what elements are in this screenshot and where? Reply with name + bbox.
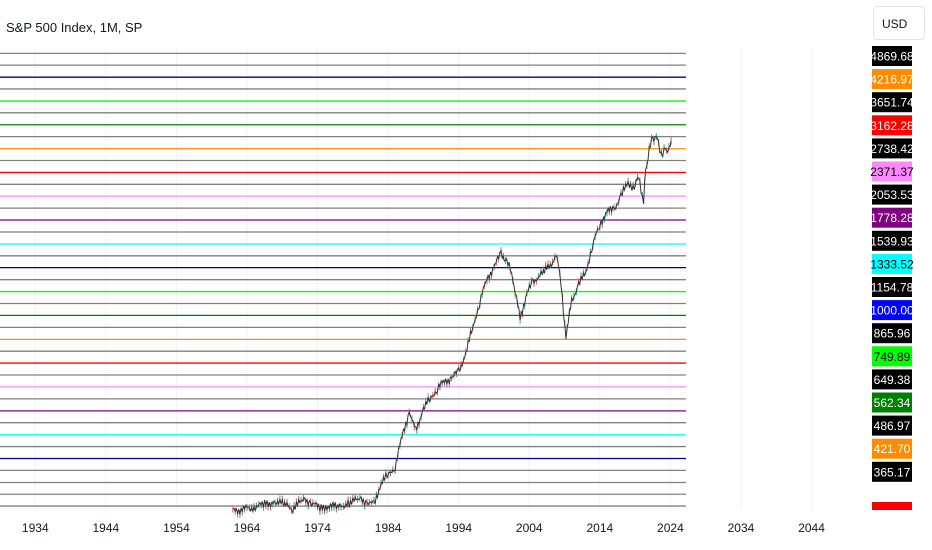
price-label-bg-12 xyxy=(872,323,912,344)
price-label-13: 749.89 xyxy=(874,350,911,364)
x-tick-1994: 1994 xyxy=(445,521,472,535)
x-tick-1984: 1984 xyxy=(375,521,402,535)
price-label-16: 486.97 xyxy=(874,419,911,433)
price-label-10: 1154.78 xyxy=(871,281,914,295)
price-label-bg-8 xyxy=(872,230,912,251)
x-tick-2034: 2034 xyxy=(728,521,755,535)
x-tick-1934: 1934 xyxy=(22,521,49,535)
price-label-17: 421.70 xyxy=(874,442,911,456)
price-label-11: 1000.00 xyxy=(870,304,914,318)
x-tick-1944: 1944 xyxy=(93,521,120,535)
price-label-1: 4216.97 xyxy=(870,73,914,87)
x-tick-2024: 2024 xyxy=(657,521,684,535)
price-label-bg-1 xyxy=(872,69,912,90)
price-scale: 4869.68 4216.97 3651.74 3162.28 2738.42 2371.… xyxy=(870,46,914,510)
price-label-bg-6 xyxy=(872,184,912,205)
vertical-gridlines xyxy=(34,48,813,510)
currency-selector-button[interactable]: USD xyxy=(873,6,925,40)
price-label-2: 3651.74 xyxy=(870,96,914,110)
price-label-3: 3162.28 xyxy=(870,119,914,133)
price-label-bg-4 xyxy=(872,138,912,159)
level-lines xyxy=(0,52,686,507)
price-label-bg-11 xyxy=(872,300,912,321)
price-label-bg-18 xyxy=(872,461,912,482)
price-label-9: 1333.52 xyxy=(870,257,914,271)
price-label-5: 2371.37 xyxy=(870,165,914,179)
price-label-bg-5 xyxy=(872,161,912,182)
price-label-bg-16 xyxy=(872,415,912,436)
price-label-bg-15 xyxy=(872,392,912,413)
price-label-bg-10 xyxy=(872,277,912,297)
price-label-bg-0 xyxy=(872,46,912,66)
price-label-bg-14 xyxy=(872,369,912,390)
price-label-partial xyxy=(872,502,912,510)
x-tick-2044: 2044 xyxy=(798,521,825,535)
x-tick-1974: 1974 xyxy=(304,521,331,535)
price-label-4: 2738.42 xyxy=(870,142,914,156)
price-label-bg-9 xyxy=(872,253,912,274)
price-label-bg-13 xyxy=(872,346,912,367)
price-label-bg-17 xyxy=(872,438,912,459)
price-label-bg-2 xyxy=(872,92,912,113)
time-axis: 1934 1944 1954 1964 1974 1984 1994 2004 2014 2024… xyxy=(22,521,825,535)
price-label-bg-7 xyxy=(872,207,912,228)
price-label-12: 865.96 xyxy=(874,327,911,341)
x-tick-2014: 2014 xyxy=(586,521,613,535)
price-label-15: 562.34 xyxy=(874,396,911,410)
price-label-bg-3 xyxy=(872,115,912,136)
x-tick-1954: 1954 xyxy=(163,521,190,535)
price-line-0 xyxy=(232,135,672,515)
price-label-6: 2053.53 xyxy=(870,188,914,202)
x-tick-2004: 2004 xyxy=(516,521,543,535)
price-label-8: 1539.93 xyxy=(870,234,914,248)
price-label-18: 365.17 xyxy=(874,465,911,479)
price-label-0: 4869.68 xyxy=(870,50,914,64)
x-tick-1964: 1964 xyxy=(234,521,261,535)
price-series xyxy=(232,133,672,519)
chart-title: S&P 500 Index, 1M, SP xyxy=(6,20,142,35)
price-label-7: 1778.28 xyxy=(870,211,914,225)
price-label-14: 649.38 xyxy=(874,373,911,387)
